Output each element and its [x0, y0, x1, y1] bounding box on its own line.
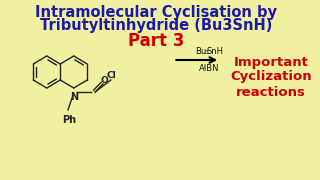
Text: Important: Important	[233, 55, 308, 69]
Text: Cyclization: Cyclization	[230, 69, 312, 82]
Text: Ph: Ph	[62, 115, 76, 125]
Text: AIBN: AIBN	[199, 64, 219, 73]
Text: SnH: SnH	[206, 46, 224, 55]
Text: reactions: reactions	[236, 86, 306, 98]
Text: 3: 3	[204, 50, 208, 55]
Text: O: O	[100, 75, 108, 84]
Text: Intramolecular Cyclisation by: Intramolecular Cyclisation by	[35, 4, 277, 19]
Text: Cl: Cl	[107, 71, 116, 80]
Text: Part 3: Part 3	[128, 32, 184, 50]
Text: Bu: Bu	[195, 46, 206, 55]
Text: N: N	[70, 92, 78, 102]
Text: Tributyltinhydride (Bu3SnH): Tributyltinhydride (Bu3SnH)	[40, 17, 272, 33]
